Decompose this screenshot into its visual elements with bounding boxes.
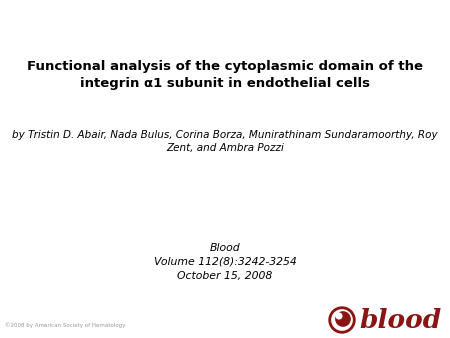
- Circle shape: [335, 312, 338, 316]
- Text: blood: blood: [359, 308, 441, 333]
- Circle shape: [332, 310, 352, 330]
- Text: by Tristin D. Abair, Nada Bulus, Corina Borza, Munirathinam Sundaramoorthy, Roy
: by Tristin D. Abair, Nada Bulus, Corina …: [12, 130, 438, 153]
- Text: ©2008 by American Society of Hematology: ©2008 by American Society of Hematology: [5, 322, 126, 328]
- Text: Functional analysis of the cytoplasmic domain of the
integrin α1 subunit in endo: Functional analysis of the cytoplasmic d…: [27, 60, 423, 90]
- Text: Blood
Volume 112(8):3242-3254
October 15, 2008: Blood Volume 112(8):3242-3254 October 15…: [153, 243, 297, 281]
- Circle shape: [329, 307, 355, 333]
- Circle shape: [336, 312, 350, 326]
- Circle shape: [336, 313, 342, 319]
